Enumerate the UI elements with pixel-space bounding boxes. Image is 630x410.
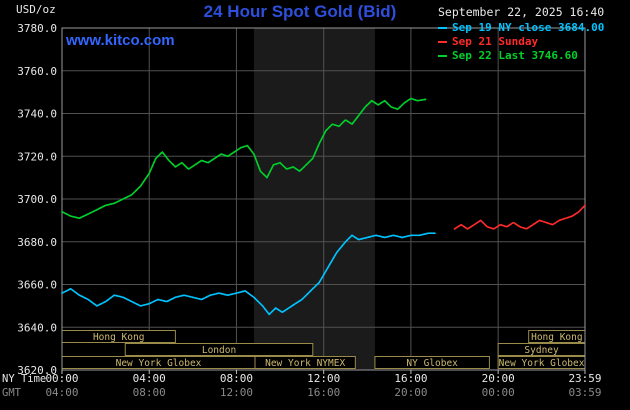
legend-dash-icon xyxy=(438,27,447,29)
legend-label: Sep 22 Last 3746.60 xyxy=(452,49,578,62)
x-tick-label-gmt: 12:00 xyxy=(220,386,253,399)
session-box xyxy=(124,343,314,356)
session-label: New York Globex xyxy=(116,358,202,369)
x-tick-label-ny: 08:00 xyxy=(220,372,253,385)
session-label: NY Globex xyxy=(406,358,458,369)
session-bars: Hong Kong Hong Kong London Sydney New York G… xyxy=(61,330,586,369)
kitco-link[interactable]: www.kitco.com xyxy=(66,32,175,49)
y-tick-label: 3640.0 xyxy=(17,321,57,334)
x-tick-label-gmt: 08:00 xyxy=(133,386,166,399)
y-tick-label: 3760.0 xyxy=(17,65,57,78)
series-line-0 xyxy=(61,232,436,316)
legend: Sep 19 NY close 3684.00 Sep 21 Sunday Sep … xyxy=(438,22,604,62)
y-tick-label: 3700.0 xyxy=(17,193,57,206)
session-label: London xyxy=(202,345,236,356)
ny-time-axis-label: NY Time xyxy=(2,373,46,385)
session-label: New York NYMEX xyxy=(265,358,345,369)
legend-dash-icon xyxy=(438,41,447,43)
x-tick-label-gmt: 20:00 xyxy=(394,386,427,399)
x-tick-label-gmt: 03:59 xyxy=(568,386,601,399)
x-tick-label-ny: 12:00 xyxy=(307,372,340,385)
gmt-axis-label: GMT xyxy=(2,387,22,399)
legend-item: Sep 19 NY close 3684.00 xyxy=(438,22,604,34)
x-tick-label-ny: 04:00 xyxy=(133,372,166,385)
legend-label: Sep 19 NY close 3684.00 xyxy=(452,21,605,34)
x-tick-label-ny: 16:00 xyxy=(394,372,427,385)
y-tick-label: 3780.0 xyxy=(17,22,57,35)
y-tick-label: 3620.0 xyxy=(17,364,57,377)
series-line-1 xyxy=(453,204,586,230)
y-tick-label: 3720.0 xyxy=(17,150,57,163)
x-tick-label-gmt: 16:00 xyxy=(307,386,340,399)
x-tick-label-ny: 00:00 xyxy=(45,372,78,385)
session-box xyxy=(254,356,356,369)
grid-lines xyxy=(62,28,585,370)
x-tick-label-ny: 23:59 xyxy=(568,372,601,385)
unit-label: USD/oz xyxy=(16,3,56,16)
x-tick-label-gmt: 04:00 xyxy=(45,386,78,399)
axis-labels: 3620.0 3640.0 3660.0 3680.0 3700.0 3720.0 3740… xyxy=(2,22,602,399)
legend-label: Sep 21 Sunday xyxy=(452,35,539,48)
session-box xyxy=(374,356,490,369)
x-tick-label-gmt: 00:00 xyxy=(482,386,515,399)
session-label: Hong Kong xyxy=(93,332,144,343)
series-line-2 xyxy=(61,97,427,220)
y-tick-label: 3740.0 xyxy=(17,108,57,121)
session-label: New York Globex xyxy=(499,358,585,369)
y-tick-label: 3660.0 xyxy=(17,279,57,292)
legend-item: Sep 21 Sunday xyxy=(438,36,604,48)
legend-item: Sep 22 Last 3746.60 xyxy=(438,50,604,62)
y-tick-label: 3680.0 xyxy=(17,236,57,249)
datetime-label: September 22, 2025 16:40 xyxy=(438,5,605,19)
chart-title: 24 Hour Spot Gold (Bid) xyxy=(203,2,397,21)
session-label: Hong Kong xyxy=(531,332,582,343)
x-tick-label-ny: 20:00 xyxy=(482,372,515,385)
session-label: Sydney xyxy=(524,345,559,356)
legend-dash-icon xyxy=(438,55,447,57)
